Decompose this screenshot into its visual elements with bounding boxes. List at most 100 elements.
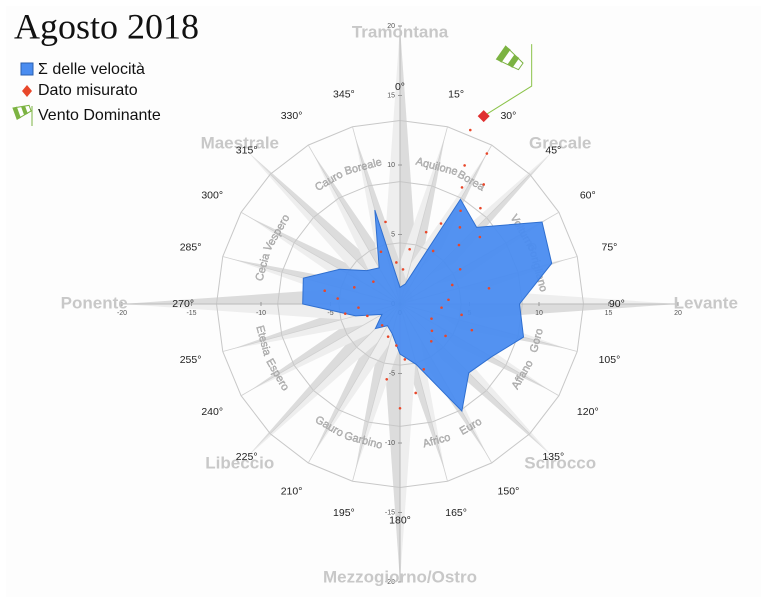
angle-label: 345° <box>333 88 355 100</box>
measured-point <box>444 334 447 338</box>
dominant-wind <box>477 110 490 123</box>
legend-swatch <box>22 85 32 97</box>
rose-spike <box>313 304 413 455</box>
measured-point <box>450 283 454 287</box>
x-tick-label: -10 <box>256 310 266 317</box>
major-wind: Grecale <box>529 133 591 152</box>
measured-point <box>408 247 411 251</box>
legend-label: Vento Dominante <box>38 107 161 124</box>
y-tick-label: 15 <box>387 92 395 99</box>
measured-point <box>403 358 407 361</box>
measured-point <box>422 368 426 371</box>
measured-point <box>379 250 383 254</box>
y-tick-label: 20 <box>387 23 395 30</box>
rose-spike <box>380 304 400 582</box>
x-tick-label: 20 <box>674 310 682 317</box>
measured-point <box>398 406 402 410</box>
angle-label: 330° <box>281 110 303 122</box>
measured-point <box>463 164 466 167</box>
measured-point <box>430 329 434 333</box>
major-wind: Scirocco <box>524 454 596 473</box>
angle-label: 240° <box>201 406 223 418</box>
measured-point <box>459 209 462 213</box>
measured-point <box>424 230 428 234</box>
rose-spike <box>247 304 410 457</box>
angle-label: 315° <box>236 144 258 156</box>
angle-label: 120° <box>577 406 599 418</box>
rose-spike <box>386 136 445 304</box>
legend-label: Dato misurato <box>38 82 138 99</box>
y-tick-label: 10 <box>387 162 395 169</box>
measured-point <box>366 314 369 318</box>
measured-point <box>460 313 463 317</box>
rose-spike <box>400 304 420 582</box>
measured-point <box>414 391 417 395</box>
angle-label: 285° <box>180 242 202 254</box>
measured-point <box>430 317 433 320</box>
velocity-area <box>302 198 553 413</box>
angle-label: 165° <box>445 507 467 519</box>
windsock-pole <box>483 44 533 117</box>
measured-point <box>460 186 464 189</box>
measured-point <box>470 328 474 332</box>
measured-point <box>478 235 482 239</box>
measured-point <box>357 306 360 309</box>
angle-label: 105° <box>599 354 621 366</box>
measured-point <box>323 289 327 293</box>
plot <box>302 44 553 413</box>
chart-title: Agosto 2018 <box>14 6 199 46</box>
measured-point <box>457 243 461 247</box>
measured-point <box>482 183 486 186</box>
measured-point <box>487 287 491 290</box>
measured-point <box>336 297 339 300</box>
angle-label: 270° <box>172 298 194 310</box>
angle-label: 300° <box>201 189 223 201</box>
measured-point <box>468 128 472 132</box>
major-wind: Maestrale <box>201 133 279 152</box>
rose-spike <box>387 153 487 304</box>
angle-label: 75° <box>602 242 618 254</box>
measured-point <box>429 339 433 343</box>
windsock-stripe <box>496 46 511 63</box>
measured-point <box>458 226 462 229</box>
angle-label: 0° <box>395 81 405 93</box>
measured-point <box>439 222 443 225</box>
measured-point <box>343 312 347 315</box>
x-tick-label: 15 <box>605 310 613 317</box>
major-wind: Ponente <box>61 293 128 312</box>
y-tick-label: -15 <box>385 509 395 516</box>
measured-point <box>431 249 435 253</box>
measured-point <box>479 206 482 210</box>
x-tick-label: -5 <box>327 310 333 317</box>
x-tick-label: -20 <box>117 310 127 317</box>
rose-spike <box>355 136 414 304</box>
measured-point <box>386 335 390 338</box>
major-wind: Levante <box>674 293 738 312</box>
windsock-stripe <box>507 54 520 68</box>
y-tick-label: -20 <box>385 579 395 586</box>
angle-label: 15° <box>448 88 464 100</box>
angle-label: 180° <box>389 515 411 527</box>
x-tick-label: 10 <box>535 310 543 317</box>
angle-label: 195° <box>333 507 355 519</box>
measured-point <box>447 298 450 302</box>
y-tick-label: -5 <box>389 370 395 377</box>
angle-label: 225° <box>236 451 258 463</box>
measured-point <box>395 344 398 347</box>
measured-point <box>384 220 387 224</box>
angle-label: 150° <box>498 486 520 498</box>
angle-label: 255° <box>180 354 202 366</box>
measured-point <box>352 286 356 289</box>
spoke <box>399 126 448 305</box>
measured-point <box>372 280 375 283</box>
spoke <box>307 303 401 464</box>
angle-label: 135° <box>542 451 564 463</box>
measured-point <box>401 268 405 271</box>
rose-spike <box>400 26 420 304</box>
measured-point <box>440 306 443 309</box>
measured-point <box>395 261 398 264</box>
angle-label: 60° <box>580 189 596 201</box>
rose-spike <box>380 26 400 304</box>
angle-label: 210° <box>281 486 303 498</box>
